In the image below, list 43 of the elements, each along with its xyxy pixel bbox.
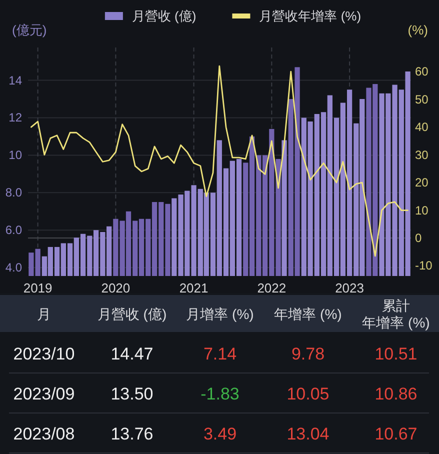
data-label: 13.04 — [286, 424, 330, 444]
legend-label: 月營收年增率 (%) — [259, 8, 362, 24]
data-label: -1.83 — [200, 384, 240, 404]
axis-title: (億元) — [12, 22, 47, 38]
row-label: 2023/09 — [13, 384, 75, 404]
row-label: 2023/08 — [13, 424, 75, 444]
tick-label: 2019 — [23, 280, 52, 296]
tick-label: 2020 — [101, 280, 130, 296]
tick-label: 2022 — [257, 280, 286, 296]
tick-label: 20 — [415, 176, 428, 190]
data-label: 9.78 — [291, 344, 325, 364]
data-label: 10.05 — [286, 384, 330, 404]
tick-label: 60 — [415, 64, 428, 79]
tick-label: 10 — [8, 148, 22, 162]
data-label: 13.76 — [110, 424, 154, 444]
data-label: 13.50 — [110, 384, 154, 404]
column-header: 累計年增率 (%) — [362, 298, 430, 330]
legend-label: 月營收 (億) — [132, 8, 196, 24]
data-label: 10.86 — [374, 384, 418, 404]
tick-label: 8.0 — [5, 186, 22, 200]
data-label: 7.14 — [203, 344, 237, 364]
data-label: 3.49 — [203, 424, 237, 444]
column-header: 月營收 (億) — [97, 306, 167, 322]
tick-label: 2021 — [179, 280, 208, 296]
tick-label: 4.0 — [5, 260, 22, 275]
tick-label: 2023 — [335, 280, 364, 296]
tick-label: 0 — [415, 231, 422, 245]
tick-label: -10 — [415, 258, 432, 273]
row-label: 2023/10 — [13, 344, 75, 364]
column-header: 月增率 (%) — [186, 306, 254, 322]
data-label: 10.51 — [374, 344, 418, 364]
data-label: 14.47 — [110, 344, 154, 364]
column-header: 年增率 (%) — [274, 306, 342, 322]
tick-label: 14 — [8, 73, 22, 88]
tick-label: 30 — [415, 148, 428, 162]
tick-label: 12 — [8, 110, 22, 125]
tick-label: 40 — [415, 120, 428, 134]
tick-label: 10 — [415, 203, 428, 218]
tick-label: 50 — [415, 92, 428, 106]
data-label: 10.67 — [374, 424, 418, 444]
column-header: 月 — [37, 306, 51, 322]
tick-label: 6.0 — [5, 223, 22, 238]
axis-title: (%) — [408, 22, 428, 38]
